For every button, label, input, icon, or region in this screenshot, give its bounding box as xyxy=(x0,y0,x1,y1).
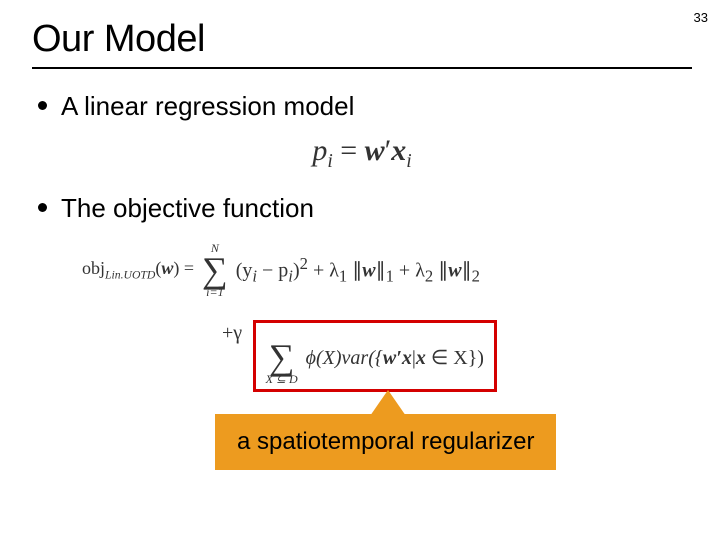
highlight-box: ∑ X ⊆ D ϕ(X)var({w′x|x ∈ X}) xyxy=(253,320,497,392)
sigma-icon: ∑ xyxy=(202,254,228,286)
objective-row-2-wrap: +γ ∑ X ⊆ D ϕ(X)var({w′x|x ∈ X}) xyxy=(222,320,692,392)
bullet-icon xyxy=(38,203,47,212)
sum-bot: X ⊆ D xyxy=(266,373,298,385)
sum-bot: i=1 xyxy=(206,286,223,298)
bullet-item: A linear regression model xyxy=(38,91,692,122)
bullet-text: A linear regression model xyxy=(61,91,354,122)
slide-title: Our Model xyxy=(32,18,692,69)
eq-p: p xyxy=(312,134,327,167)
plus-gamma: +γ xyxy=(222,322,242,344)
equation-linear-model: pi = w′xi xyxy=(32,134,692,173)
page-number: 33 xyxy=(694,10,708,25)
slide: 33 Our Model A linear regression model p… xyxy=(0,0,720,540)
obj-sub: Lin.UOTD xyxy=(105,269,155,282)
obj-term1: (yi − pi)2 + λ1 ∥w∥1 + λ2 ∥w∥2 xyxy=(236,254,480,287)
bullet-text: The objective function xyxy=(61,193,314,224)
obj-label: objLin.UOTD(w) = xyxy=(82,258,194,282)
obj-arg: (w) = xyxy=(155,258,194,278)
eq-x: x xyxy=(391,134,406,167)
objective-function: objLin.UOTD(w) = N ∑ i=1 (yi − pi)2 + λ1… xyxy=(82,238,692,392)
summation-icon: ∑ X ⊆ D xyxy=(266,329,298,385)
objective-row-1: objLin.UOTD(w) = N ∑ i=1 (yi − pi)2 + λ1… xyxy=(82,238,692,302)
obj-text: obj xyxy=(82,258,105,278)
bullet-icon xyxy=(38,101,47,110)
objective-row-2: ∑ X ⊆ D ϕ(X)var({w′x|x ∈ X}) xyxy=(264,327,484,387)
sigma-icon: ∑ xyxy=(269,341,295,373)
callout-box: a spatiotemporal regularizer xyxy=(215,414,556,470)
callout-text: a spatiotemporal regularizer xyxy=(237,428,534,455)
eq-w: w xyxy=(365,134,385,167)
callout-arrow-icon xyxy=(370,390,406,416)
summation-icon: N ∑ i=1 xyxy=(202,242,228,298)
bullet-item: The objective function xyxy=(38,193,692,224)
eq-x-sub: i xyxy=(406,151,411,172)
eq-equals: = xyxy=(333,134,365,167)
obj-regularizer-term: ϕ(X)var({w′x|x ∈ X}) xyxy=(306,345,484,370)
